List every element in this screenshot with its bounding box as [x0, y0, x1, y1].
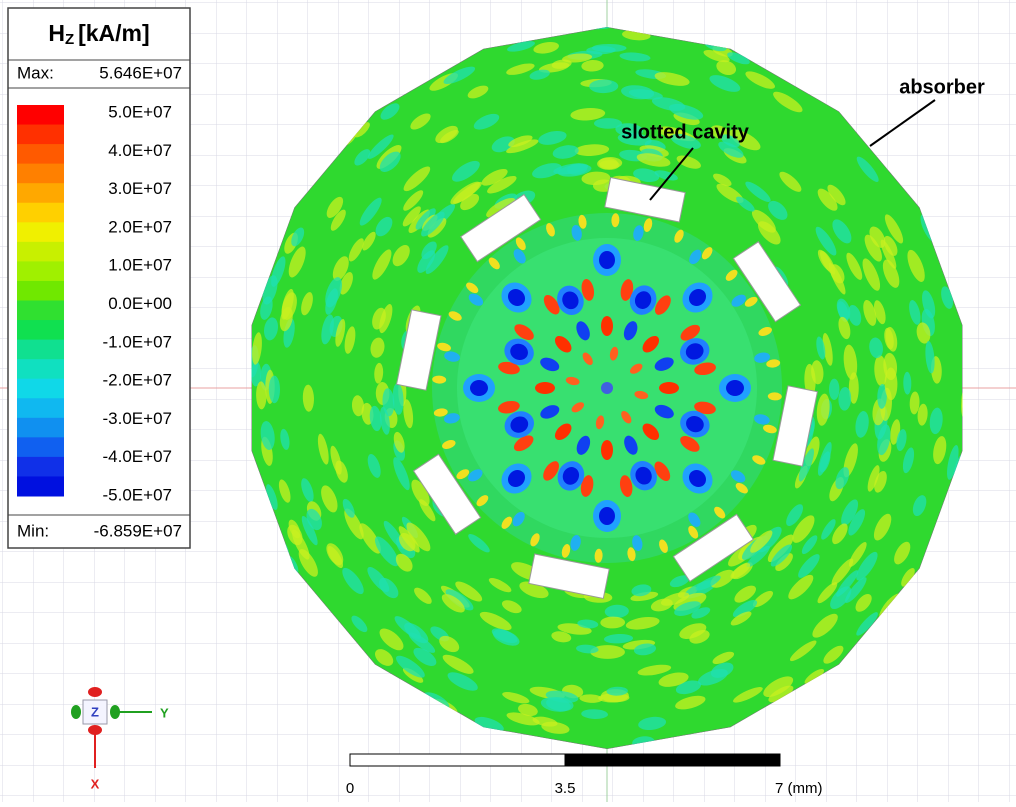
- legend-title-subscript: Z: [65, 31, 74, 48]
- triad-cap: [88, 687, 102, 697]
- legend-level: 1.0E+07: [108, 256, 172, 275]
- max-value: 5.646E+07: [99, 63, 182, 82]
- color-band: [17, 144, 64, 164]
- triad-label: Y: [160, 705, 169, 720]
- color-band: [17, 340, 64, 360]
- scale-label: 7 (mm): [775, 780, 823, 797]
- legend-level: -3.0E+07: [103, 409, 172, 428]
- field-blob: [269, 376, 280, 404]
- legend-level: -1.0E+07: [103, 332, 172, 351]
- legend-level: -5.0E+07: [103, 485, 172, 504]
- legend-level: -2.0E+07: [103, 371, 172, 390]
- min-label: Min:: [17, 521, 49, 540]
- field-spot: [599, 507, 615, 525]
- scale-label: 3.5: [555, 780, 576, 797]
- color-band: [17, 183, 64, 203]
- color-band: [17, 379, 64, 399]
- color-band: [17, 320, 64, 340]
- annotation: slotted cavity: [621, 121, 750, 143]
- legend-level: 3.0E+07: [108, 179, 172, 198]
- color-band: [17, 203, 64, 223]
- color-band: [17, 281, 64, 301]
- color-band: [17, 418, 64, 438]
- legend-title-symbol: H: [48, 20, 65, 46]
- legend: HZ[kA/m] Max: 5.646E+07 Min: -6.859E+07 …: [8, 8, 190, 548]
- color-band: [17, 398, 64, 418]
- color-bar: [17, 105, 64, 497]
- scale-segment: [350, 754, 565, 766]
- max-label: Max:: [17, 63, 54, 82]
- legend-level: 2.0E+07: [108, 217, 172, 236]
- color-band: [17, 164, 64, 184]
- field-spot: [601, 440, 613, 460]
- color-band: [17, 457, 64, 477]
- scale-segment: [565, 754, 780, 766]
- legend-title: HZ[kA/m]: [48, 20, 149, 48]
- field-spot: [726, 380, 744, 396]
- color-band: [17, 222, 64, 242]
- field-spot: [601, 316, 613, 336]
- field-spot: [659, 382, 679, 394]
- legend-title-unit: [kA/m]: [78, 20, 150, 46]
- triad-label: Z: [91, 704, 99, 719]
- triad-label: X: [91, 776, 100, 791]
- color-band: [17, 359, 64, 379]
- center-marker: [601, 382, 613, 394]
- color-band: [17, 301, 64, 321]
- annotation: absorber: [899, 76, 985, 98]
- field-spot: [470, 380, 488, 396]
- triad-cap: [71, 705, 81, 719]
- field-blob: [597, 158, 618, 170]
- legend-level: 4.0E+07: [108, 141, 172, 160]
- field-spot: [535, 382, 555, 394]
- legend-level: -4.0E+07: [103, 447, 172, 466]
- field-spot: [599, 251, 615, 269]
- min-value: -6.859E+07: [94, 521, 182, 540]
- color-band: [17, 242, 64, 262]
- page: { "legend": { "title": {"symbol": "H", "…: [0, 0, 1016, 802]
- color-band: [17, 476, 64, 496]
- color-band: [17, 125, 64, 145]
- color-band: [17, 261, 64, 281]
- color-band: [17, 437, 64, 457]
- legend-level: 0.0E+00: [108, 294, 172, 313]
- scale-label: 0: [346, 780, 354, 797]
- viewport: slotted cavity absorber HZ[kA/m] Max: 5.…: [0, 0, 1016, 802]
- legend-level: 5.0E+07: [108, 102, 172, 121]
- color-band: [17, 105, 64, 125]
